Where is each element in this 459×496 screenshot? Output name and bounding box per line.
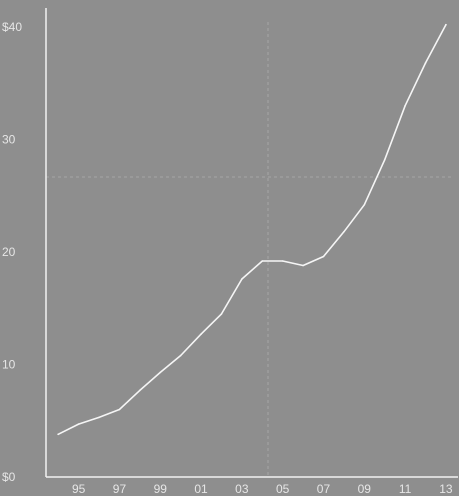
data-point	[445, 23, 447, 26]
data-point	[363, 204, 366, 206]
data-point	[322, 255, 325, 258]
data-point	[200, 333, 202, 335]
x-tick-labels: 95 97 99 01 03 05 07 09 11 13	[72, 482, 453, 496]
data-point	[383, 159, 386, 161]
grid-lines	[46, 22, 452, 477]
data-point	[77, 423, 80, 425]
y-tick-label: 20	[2, 245, 16, 259]
data-point	[261, 260, 264, 262]
x-tick-label: 01	[194, 482, 208, 496]
data-point	[220, 313, 223, 315]
series-line	[57, 23, 447, 436]
x-tick-label: 99	[154, 482, 168, 496]
data-point	[139, 389, 141, 392]
x-tick-label: 95	[72, 482, 86, 496]
y-tick-label: 30	[2, 133, 16, 147]
x-tick-label: 13	[439, 482, 453, 496]
y-tick-label: 10	[2, 358, 16, 372]
data-point	[424, 62, 427, 64]
x-tick-label: 03	[235, 482, 249, 496]
data-point	[404, 105, 406, 107]
data-point	[281, 260, 284, 262]
data-point	[118, 408, 121, 411]
data-point	[159, 371, 162, 374]
data-point	[241, 278, 243, 280]
x-tick-label: 11	[399, 482, 412, 496]
data-point	[302, 264, 304, 267]
x-tick-label: 09	[358, 482, 372, 496]
series-layer	[57, 23, 447, 436]
y-tick-labels: $0 10 20 30 $40	[2, 20, 22, 484]
data-point	[179, 354, 182, 357]
x-tick-label: 97	[113, 482, 127, 496]
x-tick-label: 05	[276, 482, 290, 496]
x-tick-label: 07	[317, 482, 331, 496]
data-point	[98, 416, 100, 419]
data-point	[343, 231, 345, 233]
data-point	[57, 433, 59, 436]
y-tick-label: $0	[2, 470, 16, 484]
y-tick-label: $40	[2, 20, 22, 34]
